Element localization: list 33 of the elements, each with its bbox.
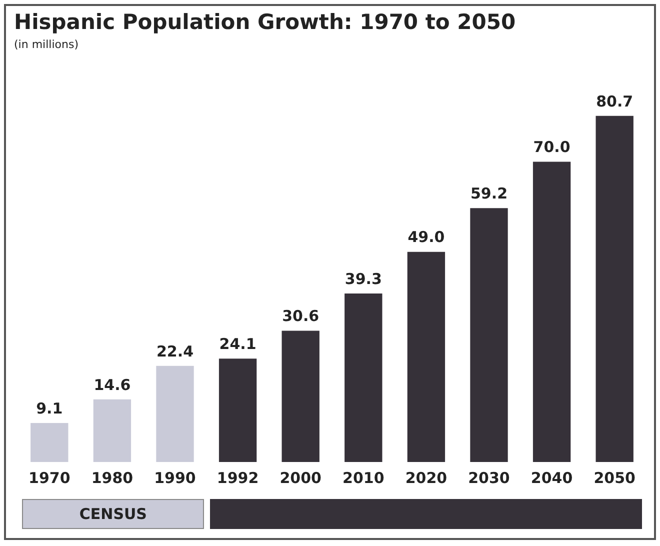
bar: [156, 366, 194, 462]
data-label: 70.0: [533, 138, 570, 156]
x-tick-label: 2010: [342, 468, 384, 487]
data-label: 39.3: [344, 270, 382, 288]
x-tick-label: 2020: [405, 468, 448, 487]
bar: [596, 116, 634, 462]
x-tick-label: 2040: [530, 468, 573, 487]
data-label: 59.2: [470, 184, 508, 202]
bar: [93, 399, 132, 462]
data-label: 80.7: [596, 92, 634, 110]
data-label: 24.1: [219, 335, 256, 354]
text: CENSUS: [22, 499, 204, 529]
bar: [282, 330, 320, 462]
x-tick-label: 1990: [154, 468, 196, 487]
data-label: 30.6: [282, 307, 320, 326]
bar: [470, 208, 508, 462]
x-tick-label: 1980: [91, 468, 134, 487]
x-tick-label: 2050: [594, 468, 636, 487]
bar: [30, 422, 68, 462]
chart-title: Hispanic Population Growth: 1970 to 2050: [14, 10, 516, 34]
data-label: 14.6: [94, 376, 131, 394]
x-tick-label: 1992: [216, 468, 259, 487]
bar: [532, 162, 571, 462]
bar: [218, 358, 257, 462]
data-label: 9.1: [36, 399, 63, 418]
data-label: 49.0: [408, 228, 445, 246]
chart-subtitle: (in millions): [14, 38, 78, 51]
x-tick-label: 1970: [28, 468, 70, 487]
x-tick-label: 2030: [468, 468, 510, 487]
x-tick-label: 2000: [280, 468, 322, 487]
bar: [407, 252, 446, 462]
data-label: 22.4: [156, 342, 194, 360]
bar: [344, 293, 382, 462]
